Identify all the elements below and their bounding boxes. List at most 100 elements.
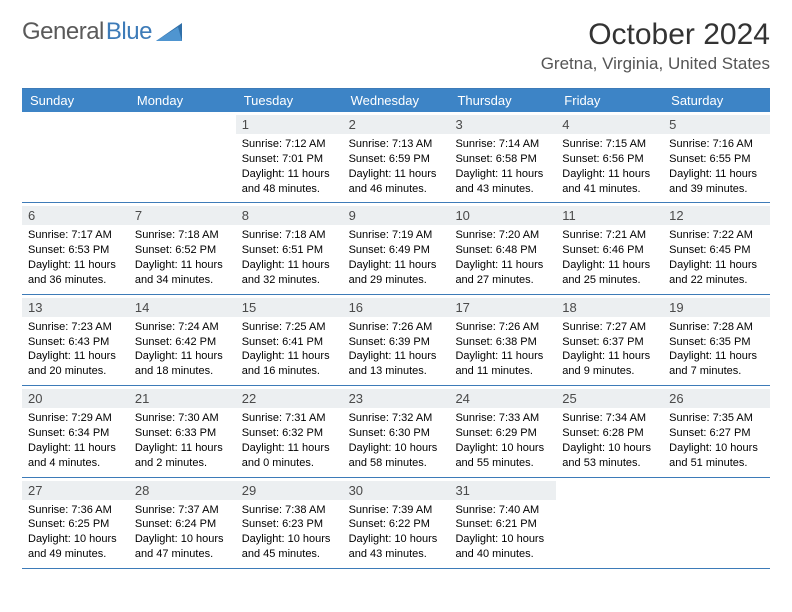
day-number: 17 [449, 298, 556, 317]
daylight-text: Daylight: 10 hours and 58 minutes. [349, 441, 444, 471]
daylight-text: Daylight: 11 hours and 11 minutes. [455, 349, 550, 379]
cell-details: Sunrise: 7:20 AMSunset: 6:48 PMDaylight:… [455, 228, 550, 287]
sunset-text: Sunset: 6:24 PM [135, 517, 230, 532]
cell-details: Sunrise: 7:13 AMSunset: 6:59 PMDaylight:… [349, 137, 444, 196]
cell-details: Sunrise: 7:26 AMSunset: 6:39 PMDaylight:… [349, 320, 444, 379]
cell-details: Sunrise: 7:27 AMSunset: 6:37 PMDaylight:… [562, 320, 657, 379]
sunrise-text: Sunrise: 7:13 AM [349, 137, 444, 152]
calendar-cell: 26Sunrise: 7:35 AMSunset: 6:27 PMDayligh… [663, 386, 770, 476]
daylight-text: Daylight: 10 hours and 53 minutes. [562, 441, 657, 471]
daylight-text: Daylight: 11 hours and 7 minutes. [669, 349, 764, 379]
cell-details: Sunrise: 7:24 AMSunset: 6:42 PMDaylight:… [135, 320, 230, 379]
sunrise-text: Sunrise: 7:24 AM [135, 320, 230, 335]
cell-details: Sunrise: 7:19 AMSunset: 6:49 PMDaylight:… [349, 228, 444, 287]
calendar-cell [129, 112, 236, 202]
day-number: 13 [22, 298, 129, 317]
sunrise-text: Sunrise: 7:20 AM [455, 228, 550, 243]
sunset-text: Sunset: 6:23 PM [242, 517, 337, 532]
day-number: 6 [22, 206, 129, 225]
calendar: Sunday Monday Tuesday Wednesday Thursday… [22, 88, 770, 569]
calendar-cell: 14 Sunrise: 7:24 AMSunset: 6:42 PMDayligh… [129, 295, 236, 385]
cell-details: Sunrise: 7:18 AMSunset: 6:51 PMDaylight:… [242, 228, 337, 287]
logo-triangle-icon [156, 23, 182, 41]
day-number: 5 [663, 115, 770, 134]
calendar-cell: 11Sunrise: 7:21 AMSunset: 6:46 PMDayligh… [556, 203, 663, 293]
daylight-text: Daylight: 11 hours and 43 minutes. [455, 167, 550, 197]
day-number: 14 [129, 298, 236, 317]
calendar-cell: 19Sunrise: 7:28 AMSunset: 6:35 PMDayligh… [663, 295, 770, 385]
sunset-text: Sunset: 6:43 PM [28, 335, 123, 350]
sunrise-text: Sunrise: 7:26 AM [455, 320, 550, 335]
calendar-cell [556, 478, 663, 568]
sunrise-text: Sunrise: 7:17 AM [28, 228, 123, 243]
calendar-cell: 23Sunrise: 7:32 AMSunset: 6:30 PMDayligh… [343, 386, 450, 476]
day-number: 8 [236, 206, 343, 225]
cell-details: Sunrise: 7:16 AMSunset: 6:55 PMDaylight:… [669, 137, 764, 196]
location: Gretna, Virginia, United States [541, 54, 770, 74]
sunrise-text: Sunrise: 7:23 AM [28, 320, 123, 335]
week-row: 27Sunrise: 7:36 AMSunset: 6:25 PMDayligh… [22, 478, 770, 569]
daylight-text: Daylight: 10 hours and 49 minutes. [28, 532, 123, 562]
day-number: 29 [236, 481, 343, 500]
cell-details: Sunrise: 7:26 AMSunset: 6:38 PMDaylight:… [455, 320, 550, 379]
week-row: 6Sunrise: 7:17 AMSunset: 6:53 PMDaylight… [22, 203, 770, 294]
sunset-text: Sunset: 6:45 PM [669, 243, 764, 258]
calendar-cell: 4Sunrise: 7:15 AMSunset: 6:56 PMDaylight… [556, 112, 663, 202]
calendar-cell: 31Sunrise: 7:40 AMSunset: 6:21 PMDayligh… [449, 478, 556, 568]
day-number: 11 [556, 206, 663, 225]
daylight-text: Daylight: 10 hours and 40 minutes. [455, 532, 550, 562]
dayhead-thursday: Thursday [449, 89, 556, 112]
sunrise-text: Sunrise: 7:35 AM [669, 411, 764, 426]
sunset-text: Sunset: 6:27 PM [669, 426, 764, 441]
day-header-row: Sunday Monday Tuesday Wednesday Thursday… [22, 89, 770, 112]
dayhead-saturday: Saturday [663, 89, 770, 112]
calendar-cell: 7Sunrise: 7:18 AMSunset: 6:52 PMDaylight… [129, 203, 236, 293]
sunrise-text: Sunrise: 7:39 AM [349, 503, 444, 518]
sunrise-text: Sunrise: 7:12 AM [242, 137, 337, 152]
cell-details: Sunrise: 7:38 AMSunset: 6:23 PMDaylight:… [242, 503, 337, 562]
sunrise-text: Sunrise: 7:21 AM [562, 228, 657, 243]
day-number: 9 [343, 206, 450, 225]
sunrise-text: Sunrise: 7:26 AM [349, 320, 444, 335]
dayhead-wednesday: Wednesday [343, 89, 450, 112]
week-row: 20Sunrise: 7:29 AMSunset: 6:34 PMDayligh… [22, 386, 770, 477]
sunset-text: Sunset: 6:39 PM [349, 335, 444, 350]
cell-details: Sunrise: 7:25 AMSunset: 6:41 PMDaylight:… [242, 320, 337, 379]
day-number: 25 [556, 389, 663, 408]
cell-details: Sunrise: 7:28 AMSunset: 6:35 PMDaylight:… [669, 320, 764, 379]
daylight-text: Daylight: 11 hours and 9 minutes. [562, 349, 657, 379]
cell-details: Sunrise: 7:30 AMSunset: 6:33 PMDaylight:… [135, 411, 230, 470]
sunset-text: Sunset: 6:25 PM [28, 517, 123, 532]
daylight-text: Daylight: 11 hours and 41 minutes. [562, 167, 657, 197]
daylight-text: Daylight: 11 hours and 2 minutes. [135, 441, 230, 471]
sunset-text: Sunset: 6:55 PM [669, 152, 764, 167]
logo: GeneralBlue [22, 18, 182, 46]
sunset-text: Sunset: 6:56 PM [562, 152, 657, 167]
sunset-text: Sunset: 6:35 PM [669, 335, 764, 350]
sunset-text: Sunset: 6:42 PM [135, 335, 230, 350]
sunset-text: Sunset: 6:28 PM [562, 426, 657, 441]
calendar-cell: 27Sunrise: 7:36 AMSunset: 6:25 PMDayligh… [22, 478, 129, 568]
daylight-text: Daylight: 11 hours and 32 minutes. [242, 258, 337, 288]
daylight-text: Daylight: 11 hours and 22 minutes. [669, 258, 764, 288]
day-number: 12 [663, 206, 770, 225]
sunrise-text: Sunrise: 7:37 AM [135, 503, 230, 518]
day-number: 24 [449, 389, 556, 408]
sunrise-text: Sunrise: 7:31 AM [242, 411, 337, 426]
sunset-text: Sunset: 6:38 PM [455, 335, 550, 350]
sunset-text: Sunset: 6:46 PM [562, 243, 657, 258]
header: GeneralBlue October 2024 Gretna, Virgini… [22, 18, 770, 74]
cell-details: Sunrise: 7:37 AMSunset: 6:24 PMDaylight:… [135, 503, 230, 562]
sunset-text: Sunset: 6:52 PM [135, 243, 230, 258]
calendar-cell: 22Sunrise: 7:31 AMSunset: 6:32 PMDayligh… [236, 386, 343, 476]
calendar-cell: 21Sunrise: 7:30 AMSunset: 6:33 PMDayligh… [129, 386, 236, 476]
day-number: 1 [236, 115, 343, 134]
day-number: 23 [343, 389, 450, 408]
sunrise-text: Sunrise: 7:36 AM [28, 503, 123, 518]
day-number: 3 [449, 115, 556, 134]
sunset-text: Sunset: 6:30 PM [349, 426, 444, 441]
day-number: 20 [22, 389, 129, 408]
calendar-cell: 10Sunrise: 7:20 AMSunset: 6:48 PMDayligh… [449, 203, 556, 293]
daylight-text: Daylight: 11 hours and 46 minutes. [349, 167, 444, 197]
sunset-text: Sunset: 6:59 PM [349, 152, 444, 167]
